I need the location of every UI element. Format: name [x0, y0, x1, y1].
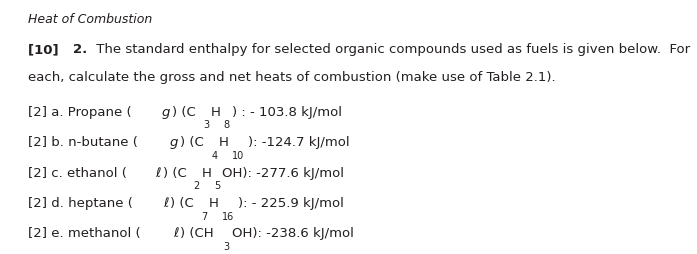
Text: 2.: 2. [73, 43, 88, 56]
Text: ) (C: ) (C [162, 167, 186, 180]
Text: [10]: [10] [28, 43, 63, 56]
Text: H: H [201, 167, 211, 180]
Text: ) (C: ) (C [170, 197, 194, 210]
Text: 10: 10 [231, 151, 244, 161]
Text: 7: 7 [201, 212, 207, 222]
Text: [2] e. methanol (: [2] e. methanol ( [28, 228, 141, 241]
Text: ) (C: ) (C [172, 106, 196, 119]
Text: H: H [209, 197, 219, 210]
Text: [2] a. Propane (: [2] a. Propane ( [28, 106, 132, 119]
Text: 16: 16 [222, 212, 234, 222]
Text: ℓ: ℓ [163, 197, 169, 210]
Text: ℓ: ℓ [155, 167, 161, 180]
Text: OH): -238.6 kJ/mol: OH): -238.6 kJ/mol [231, 228, 353, 241]
Text: 3: 3 [203, 120, 209, 130]
Text: ): -124.7 kJ/mol: ): -124.7 kJ/mol [247, 136, 349, 149]
Text: [2] d. heptane (: [2] d. heptane ( [28, 197, 132, 210]
Text: ) : - 103.8 kJ/mol: ) : - 103.8 kJ/mol [231, 106, 342, 119]
Text: ) (CH: ) (CH [181, 228, 214, 241]
Text: 2: 2 [193, 181, 199, 191]
Text: H: H [219, 136, 229, 149]
Text: each, calculate the gross and net heats of combustion (make use of Table 2.1).: each, calculate the gross and net heats … [28, 71, 556, 84]
Text: [2] b. n-butane (: [2] b. n-butane ( [28, 136, 138, 149]
Text: 8: 8 [224, 120, 230, 130]
Text: H: H [211, 106, 221, 119]
Text: The standard enthalpy for selected organic compounds used as fuels is given belo: The standard enthalpy for selected organ… [92, 43, 690, 56]
Text: ℓ: ℓ [173, 228, 178, 241]
Text: g: g [162, 106, 170, 119]
Text: [2] c. ethanol (: [2] c. ethanol ( [28, 167, 127, 180]
Text: ) (C: ) (C [181, 136, 204, 149]
Text: ): - 225.9 kJ/mol: ): - 225.9 kJ/mol [238, 197, 344, 210]
Text: Heat of Combustion: Heat of Combustion [28, 13, 152, 26]
Text: g: g [169, 136, 178, 149]
Text: 4: 4 [211, 151, 217, 161]
Text: 3: 3 [224, 242, 230, 252]
Text: OH): -277.6 kJ/mol: OH): -277.6 kJ/mol [222, 167, 344, 180]
Text: 5: 5 [214, 181, 220, 191]
